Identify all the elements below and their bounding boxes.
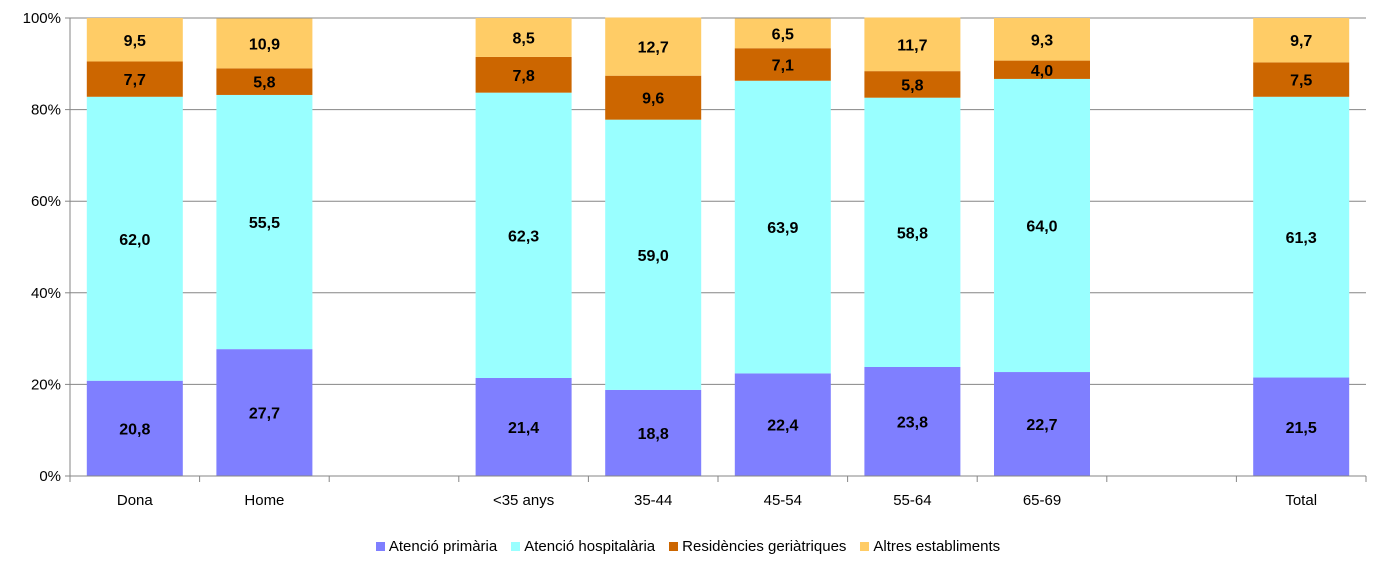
data-label: 58,8	[897, 225, 928, 242]
data-label: 11,7	[897, 37, 927, 54]
chart-legend: Atenció primària Atenció hospitalària Re…	[0, 538, 1376, 555]
data-label: 12,7	[638, 40, 669, 57]
y-tick-label: 100%	[23, 10, 61, 27]
legend-label: Atenció hospitalària	[524, 538, 656, 555]
x-tick-label: Dona	[117, 492, 154, 509]
x-tick-label: 65-69	[1023, 492, 1061, 509]
bar-segment	[475, 18, 572, 57]
bar-segment	[86, 96, 183, 381]
data-label: 9,7	[1290, 33, 1312, 50]
bar-segment	[86, 380, 183, 476]
bar-segment	[86, 61, 183, 97]
legend-item-altres-establiments: Altres establiments	[860, 538, 1000, 555]
bar-segment	[475, 56, 572, 93]
bar-segment	[734, 18, 831, 49]
legend-item-atencio-hospitalaria: Atenció hospitalària	[511, 538, 655, 555]
bar-segment	[475, 92, 572, 378]
bar-segment	[864, 366, 961, 476]
legend-label: Atenció primària	[388, 538, 498, 555]
data-label: 27,7	[249, 406, 280, 423]
bar-segment	[994, 372, 1090, 476]
y-tick-label: 0%	[39, 468, 61, 485]
x-tick-label: 45-54	[764, 492, 802, 509]
data-label: 23,8	[897, 414, 928, 431]
data-label: 6,5	[772, 26, 794, 43]
bar-segment	[605, 75, 702, 120]
data-label: 9,5	[124, 33, 146, 50]
bar-segment	[216, 18, 313, 69]
data-label: 21,5	[1286, 420, 1317, 437]
x-tick-label: Total	[1285, 492, 1317, 509]
data-label: 18,8	[638, 426, 669, 443]
data-label: 7,8	[512, 68, 534, 85]
data-label: 22,4	[767, 418, 798, 435]
bar-segment	[605, 389, 702, 476]
y-tick-label: 20%	[31, 376, 61, 393]
legend-item-atencio-primaria: Atenció primària	[375, 538, 498, 555]
data-label: 10,9	[249, 36, 280, 53]
data-label: 59,0	[638, 248, 669, 265]
legend-swatch	[511, 542, 521, 551]
y-tick-label: 40%	[31, 285, 61, 302]
data-label: 21,4	[508, 420, 539, 437]
bar-segment	[475, 377, 572, 476]
data-label: 7,1	[772, 57, 794, 74]
bar-segment	[216, 94, 313, 350]
data-label: 7,7	[124, 72, 146, 89]
x-tick-label: Home	[244, 492, 284, 509]
x-tick-label: 55-64	[893, 492, 931, 509]
data-label: 61,3	[1286, 230, 1317, 247]
legend-swatch	[375, 542, 385, 551]
bar-segment	[1253, 62, 1350, 97]
bar-segment	[734, 373, 831, 476]
data-label: 63,9	[767, 220, 798, 237]
legend-swatch	[860, 542, 870, 551]
data-label: 4,0	[1031, 63, 1053, 80]
legend-label: Residències geriàtriques	[682, 538, 847, 555]
data-label: 7,5	[1290, 73, 1312, 90]
bar-segment	[734, 48, 831, 81]
data-label: 62,0	[119, 232, 150, 249]
bar-segment	[994, 60, 1090, 79]
data-label: 64,0	[1026, 218, 1057, 235]
bar-segment	[605, 119, 702, 390]
bar-segment	[216, 349, 313, 476]
data-label: 5,8	[253, 75, 275, 92]
data-label: 9,6	[642, 91, 664, 108]
bar-segment	[605, 17, 702, 76]
bar-segment	[1253, 18, 1350, 63]
legend-label: Altres establiments	[873, 538, 1001, 555]
legend-item-residencies-geriatriques: Residències geriàtriques	[669, 538, 846, 555]
bar-segment	[86, 18, 183, 62]
bar-segment	[864, 71, 961, 98]
data-label: 55,5	[249, 215, 280, 232]
data-label: 5,8	[901, 77, 923, 94]
bar-segment	[734, 80, 831, 374]
bar-segment	[1253, 96, 1350, 378]
data-label: 9,3	[1031, 32, 1053, 49]
x-tick-label: <35 anys	[493, 492, 554, 509]
bar-segment	[994, 78, 1090, 373]
data-label: 8,5	[512, 30, 534, 47]
data-label: 62,3	[508, 228, 539, 245]
x-tick-label: 35-44	[634, 492, 672, 509]
bar-segment	[864, 97, 961, 367]
legend-swatch	[669, 542, 679, 551]
bar-segment	[1253, 377, 1350, 476]
y-tick-label: 80%	[31, 102, 61, 119]
y-tick-label: 60%	[31, 193, 61, 210]
bar-segment	[864, 17, 961, 72]
bar-segment	[994, 18, 1090, 61]
data-label: 22,7	[1026, 417, 1057, 434]
data-label: 20,8	[119, 421, 150, 438]
bar-segment	[216, 68, 313, 95]
